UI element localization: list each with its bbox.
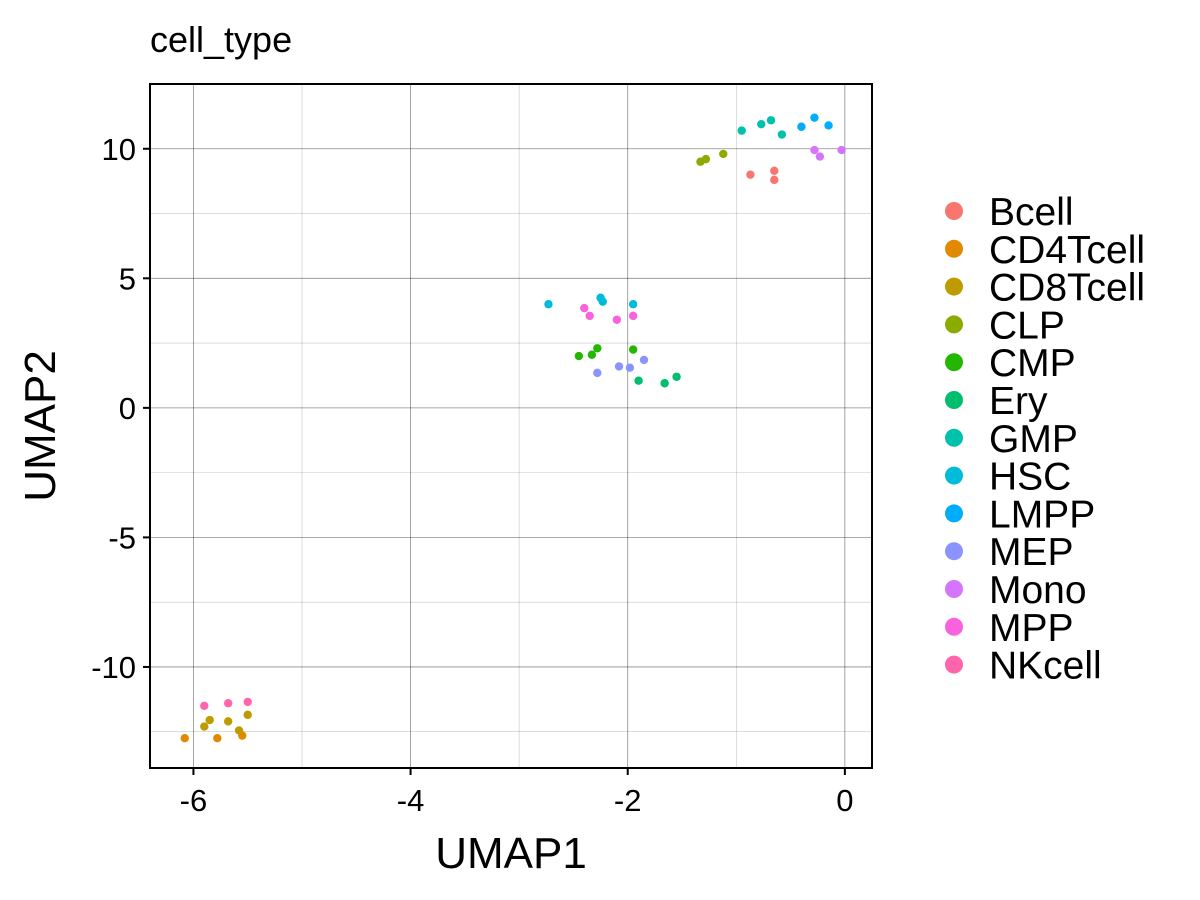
point-gmp (766, 116, 776, 125)
legend-key-cd8tcell (945, 277, 963, 296)
x-tick-label: -6 (180, 783, 208, 818)
x-tick-label: -2 (614, 783, 642, 818)
point-hsc (628, 300, 638, 309)
point-mono (810, 145, 819, 155)
y-tick-label: 5 (119, 261, 136, 296)
legend-label-bcell: Bcell (989, 191, 1074, 234)
point-gmp (777, 130, 787, 139)
legend-key-mpp (945, 617, 963, 636)
point-hsc (598, 297, 607, 306)
y-tick-label: -10 (91, 650, 136, 685)
legend-key-ery (945, 391, 963, 409)
chart-title: cell_type (150, 19, 292, 60)
legend-label-ery: Ery (989, 380, 1048, 423)
legend-key-clp (945, 315, 963, 334)
point-cmp (593, 344, 602, 353)
legend-label-cd4tcell: CD4Tcell (989, 229, 1145, 272)
point-ery (634, 376, 643, 385)
point-cd8tcell (243, 710, 252, 720)
grid-layer (150, 83, 872, 768)
point-mpp (585, 311, 594, 321)
point-lmpp (824, 121, 833, 130)
legend-label-hsc: HSC (989, 456, 1071, 499)
x-tick-label: -4 (397, 783, 425, 818)
point-ery (660, 379, 669, 388)
x-tick-label: 0 (836, 783, 853, 818)
point-mpp (628, 311, 638, 321)
legend-label-cmp: CMP (989, 342, 1076, 385)
legend: BcellCD4TcellCD8TcellCLPCMPEryGMPHSCLMPP… (945, 191, 1145, 688)
legend-key-bcell (945, 202, 963, 220)
point-mono (815, 152, 825, 161)
point-nkcell (200, 701, 209, 711)
point-cmp (628, 345, 638, 354)
point-cd4tcell (213, 734, 222, 743)
legend-key-mono (945, 580, 963, 598)
point-cmp (587, 350, 597, 359)
point-cd4tcell (180, 734, 189, 743)
point-mpp (580, 303, 589, 313)
point-bcell (770, 175, 779, 185)
point-clp (719, 149, 728, 159)
point-cd8tcell (200, 722, 209, 731)
point-hsc (544, 300, 553, 309)
point-mep (625, 363, 635, 372)
point-gmp (757, 119, 766, 129)
legend-key-nkcell (945, 655, 963, 674)
point-mep (614, 362, 624, 371)
legend-key-hsc (945, 466, 963, 485)
legend-key-cd4tcell (945, 239, 963, 258)
point-cmp (574, 351, 584, 361)
point-cd8tcell (205, 715, 214, 725)
plot-panel (149, 83, 873, 769)
point-lmpp (797, 122, 806, 131)
point-mep (593, 368, 602, 378)
legend-label-mep: MEP (989, 531, 1074, 574)
y-tick-label: 10 (102, 132, 136, 167)
point-gmp (737, 126, 746, 135)
legend-key-cmp (945, 353, 963, 372)
point-mep (639, 355, 649, 365)
y-axis-title: UMAP2 (16, 350, 65, 502)
axes-layer: -6 -4 -2 0 -10 -5 0 5 10 (91, 132, 853, 818)
legend-key-mep (945, 542, 963, 561)
point-cd8tcell (223, 717, 233, 726)
point-mono (837, 145, 846, 155)
x-axis-title: UMAP1 (435, 829, 587, 878)
legend-label-clp: CLP (989, 304, 1065, 347)
points-layer (180, 113, 846, 743)
point-bcell (746, 170, 755, 179)
legend-key-lmpp (945, 504, 963, 523)
y-tick-label: -5 (108, 520, 136, 555)
point-nkcell (223, 699, 233, 708)
point-lmpp (810, 113, 819, 122)
legend-label-gmp: GMP (989, 418, 1078, 461)
point-bcell (770, 166, 779, 175)
legend-label-mpp: MPP (989, 607, 1074, 650)
y-tick-label: 0 (119, 391, 136, 426)
legend-label-mono: Mono (989, 569, 1087, 612)
legend-label-lmpp: LMPP (989, 493, 1095, 536)
point-clp (701, 154, 711, 164)
legend-label-nkcell: NKcell (989, 645, 1102, 688)
point-ery (672, 372, 681, 381)
legend-label-cd8tcell: CD8Tcell (989, 267, 1145, 310)
point-cd8tcell (234, 726, 244, 735)
point-mpp (612, 315, 622, 324)
legend-key-gmp (945, 428, 963, 447)
point-nkcell (243, 697, 252, 707)
